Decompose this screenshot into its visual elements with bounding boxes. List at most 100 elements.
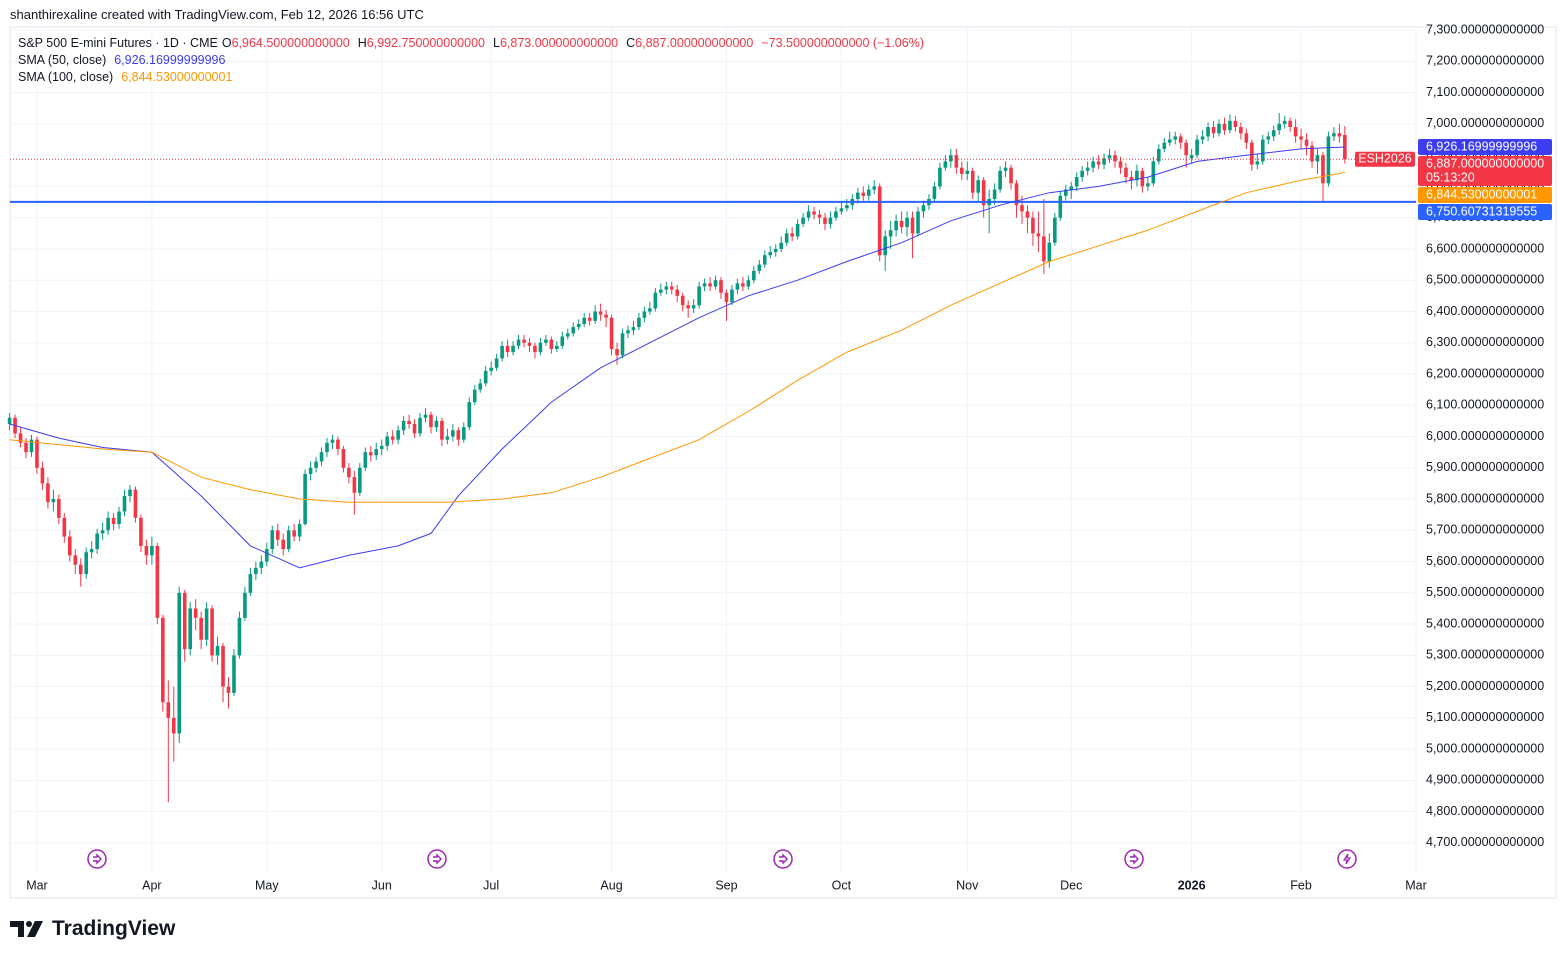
y-tick-label: 5,800.000000000000 (1426, 491, 1544, 505)
x-tick-label: Mar (26, 878, 48, 892)
candle-body (1239, 127, 1243, 134)
candle-body (128, 489, 132, 496)
candle-body (752, 270, 756, 281)
candle-body (609, 317, 614, 349)
candle-body (653, 292, 658, 309)
candle-body (817, 214, 822, 218)
candle-body (1255, 161, 1260, 165)
y-tick-label: 5,500.000000000000 (1426, 585, 1544, 599)
x-tick-label: Oct (832, 878, 852, 892)
legend-name: SMA (50, close) (18, 53, 107, 67)
candle-body (73, 555, 78, 565)
candle-body (286, 530, 291, 550)
candle-body (1288, 120, 1292, 128)
candle-body (166, 702, 171, 718)
ohlc-value: 6,873.000000000000 (499, 36, 619, 50)
candle-body (834, 211, 838, 218)
candle-body (620, 333, 625, 356)
candle-body (226, 686, 231, 693)
price-badge-label: 05:13:20 (1426, 170, 1475, 184)
candle-body (199, 617, 203, 640)
frame (9, 26, 1557, 899)
candle-body (35, 439, 39, 468)
ohlc-value: 6,964.500000000000 (231, 36, 350, 50)
candle-body (1321, 155, 1325, 184)
candle-body (489, 367, 493, 371)
candle-body (347, 467, 351, 478)
y-tick-label: 6,600.000000000000 (1426, 241, 1544, 255)
candle-body (352, 477, 357, 493)
candle-body (965, 170, 970, 174)
candle-body (204, 608, 209, 640)
candle-body (155, 545, 160, 618)
candle-body (598, 311, 603, 315)
candle-body (522, 339, 526, 343)
candle-body (336, 439, 340, 450)
y-tick-label: 6,200.000000000000 (1426, 366, 1544, 380)
event-icon[interactable] (1337, 849, 1357, 869)
candle-body (84, 552, 89, 575)
candle-body (1195, 139, 1199, 156)
candle-body (1053, 217, 1057, 243)
candle-body (292, 530, 296, 537)
candle-body (429, 414, 433, 428)
candle-body (177, 592, 182, 734)
symbol-label: ESH2026 (1358, 152, 1412, 166)
candle-body (976, 180, 981, 193)
candle-body (642, 311, 647, 318)
logo-text: TradingView (52, 917, 176, 940)
legend-value: 6,844.53000000001 (121, 70, 233, 84)
y-tick-label: 5,700.000000000000 (1426, 523, 1544, 537)
candle-body (440, 420, 444, 440)
symbol-name: S&P 500 E-mini Futures · 1D · CME (18, 36, 218, 50)
candle-body (100, 530, 105, 534)
candle-body (527, 342, 532, 346)
candle-body (560, 336, 565, 346)
ohlc-value: 6,887.000000000000 (635, 36, 754, 50)
candle-body (472, 389, 477, 403)
price-badge-label: 6,844.53000000001 (1426, 187, 1537, 201)
event-icon[interactable] (87, 849, 107, 869)
candle-body (1315, 155, 1320, 162)
candle-body (467, 402, 472, 428)
event-icon[interactable] (1124, 849, 1144, 869)
candle-body (40, 467, 45, 484)
y-tick-label: 6,100.000000000000 (1426, 398, 1544, 412)
y-tick-label: 7,300.000000000000 (1426, 22, 1544, 36)
y-tick-label: 5,600.000000000000 (1426, 554, 1544, 568)
candle-body (122, 495, 127, 512)
candle-body (565, 333, 570, 337)
candle-body (78, 564, 83, 575)
candle-body (363, 452, 368, 468)
candle-body (1124, 167, 1128, 178)
legend-row: SMA (100, close) 6,844.53000000001 (18, 69, 924, 86)
event-icon[interactable] (427, 849, 447, 869)
candle-body (150, 545, 154, 556)
x-tick-label: Jun (372, 878, 392, 892)
candle-body (237, 617, 242, 656)
event-icon[interactable] (773, 849, 793, 869)
candle-body (111, 517, 116, 525)
logo[interactable]: TradingView (10, 917, 175, 941)
candle-body (691, 305, 696, 309)
candle-body (1118, 161, 1123, 168)
candle-body (89, 549, 94, 553)
candle-body (462, 427, 466, 440)
candle-body (877, 186, 882, 256)
candles (7, 112, 1347, 803)
candle-body (341, 449, 346, 468)
y-tick-label: 4,700.000000000000 (1426, 835, 1544, 849)
candle-body (379, 445, 384, 450)
candle-body (1151, 161, 1156, 184)
candle-body (1332, 133, 1336, 137)
candle-body (1020, 205, 1024, 212)
candle-body (1085, 167, 1090, 171)
x-tick-label: Feb (1290, 878, 1312, 892)
candle-body (314, 461, 318, 468)
candle-body (604, 314, 608, 318)
change: −73.500000000000 (−1.06%) (761, 36, 924, 50)
candle-body (385, 436, 389, 446)
legend: S&P 500 E-mini Futures · 1D · CME O6,964.… (18, 35, 924, 86)
legend-row: S&P 500 E-mini Futures · 1D · CME O6,964.… (18, 35, 924, 52)
